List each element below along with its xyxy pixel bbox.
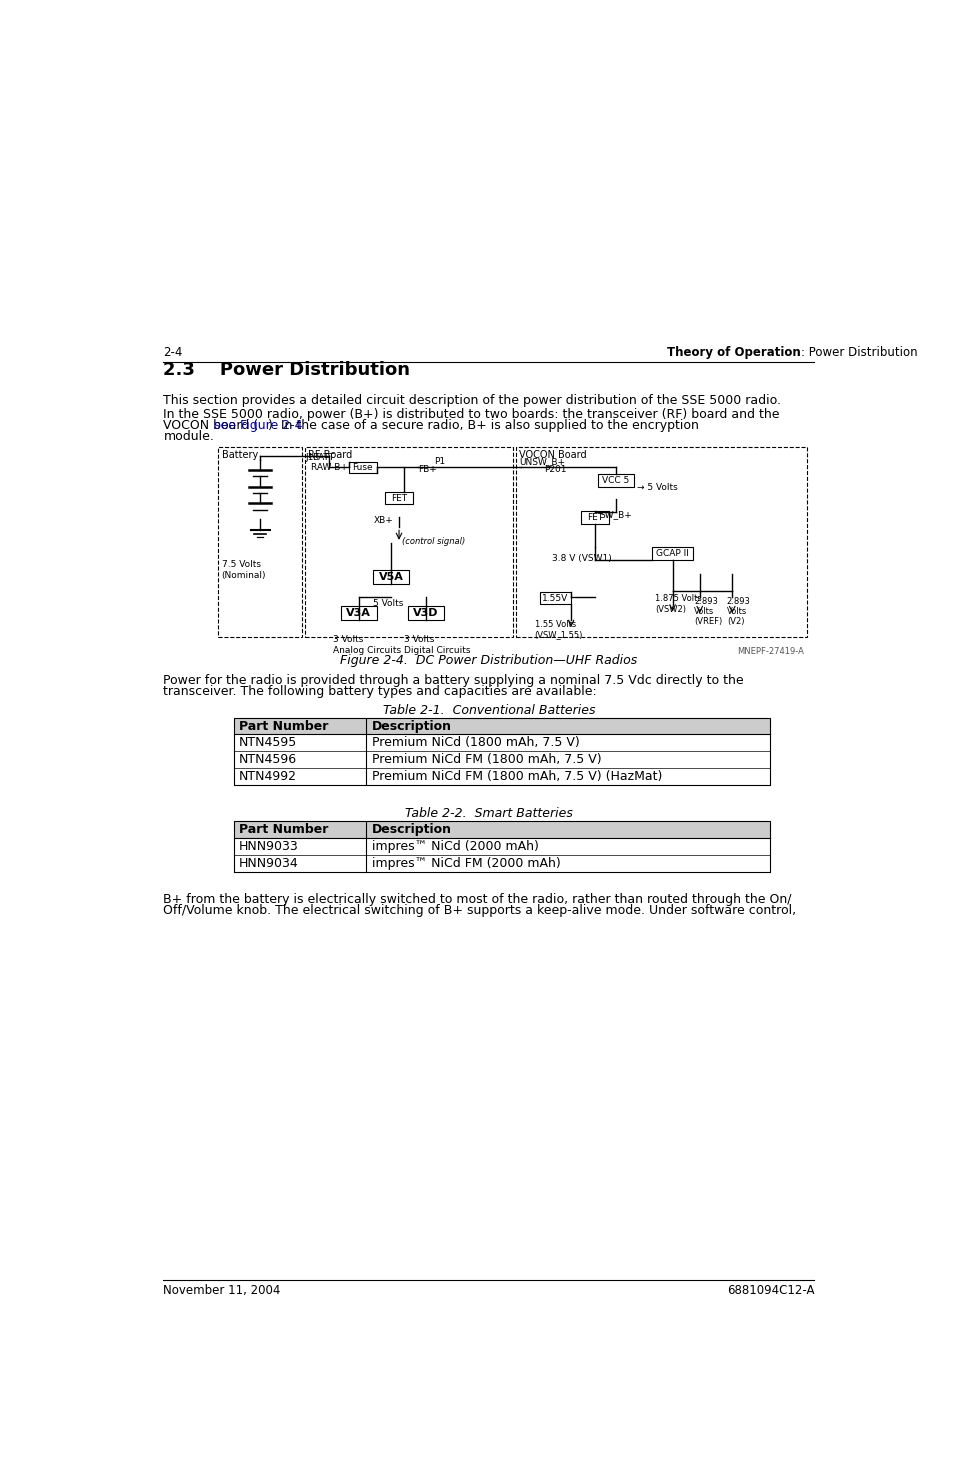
Text: Premium NiCd (1800 mAh, 7.5 V): Premium NiCd (1800 mAh, 7.5 V)	[372, 736, 579, 749]
Text: 1.55V: 1.55V	[542, 594, 568, 603]
Text: Fuse: Fuse	[352, 463, 373, 472]
Text: NTN4595: NTN4595	[238, 736, 296, 749]
Text: Power for the radio is provided through a battery supplying a nominal 7.5 Vdc di: Power for the radio is provided through …	[163, 674, 743, 687]
Bar	[580, 512, 608, 524]
Bar	[348, 462, 376, 472]
Text: HNN9033: HNN9033	[238, 839, 298, 853]
Text: SW_B+: SW_B+	[599, 510, 632, 519]
Text: Part Number: Part Number	[238, 720, 328, 733]
Bar	[385, 493, 413, 504]
Text: BATT: BATT	[312, 453, 334, 462]
Text: Table 2-1.  Conventional Batteries: Table 2-1. Conventional Batteries	[382, 704, 595, 717]
Text: transceiver. The following battery types and capacities are available:: transceiver. The following battery types…	[163, 686, 597, 698]
Text: → 5 Volts: → 5 Volts	[637, 484, 677, 493]
Text: FB+: FB+	[418, 465, 436, 473]
Text: Table 2-2.  Smart Batteries: Table 2-2. Smart Batteries	[405, 807, 572, 820]
Bar	[233, 717, 769, 735]
Text: Battery: Battery	[221, 450, 257, 460]
Text: V3A: V3A	[346, 608, 371, 618]
Text: 2.3    Power Distribution: 2.3 Power Distribution	[163, 361, 410, 379]
Text: 1.55 Volts
(VSW_1.55): 1.55 Volts (VSW_1.55)	[534, 620, 582, 639]
Bar	[340, 606, 376, 619]
Text: Description: Description	[372, 720, 452, 733]
Bar	[516, 447, 806, 637]
Text: VOCON Board: VOCON Board	[518, 450, 586, 460]
Text: B+ from the battery is electrically switched to most of the radio, rather than r: B+ from the battery is electrically swit…	[163, 892, 791, 906]
Text: RF Board: RF Board	[308, 450, 353, 460]
Text: November 11, 2004: November 11, 2004	[163, 1285, 280, 1297]
Text: (control signal): (control signal)	[402, 537, 465, 546]
Text: P1: P1	[434, 457, 444, 466]
Text: NTN4992: NTN4992	[238, 770, 296, 783]
Text: 7.5 Volts
(Nominal): 7.5 Volts (Nominal)	[221, 560, 266, 580]
Text: 6881094C12-A: 6881094C12-A	[726, 1285, 814, 1297]
Bar	[539, 591, 571, 605]
Text: Part Number: Part Number	[238, 823, 328, 836]
Text: HNN9034: HNN9034	[238, 857, 298, 870]
Text: ). In the case of a secure radio, B+ is also supplied to the encryption: ). In the case of a secure radio, B+ is …	[268, 419, 699, 432]
Bar	[652, 547, 692, 560]
Text: 2-4: 2-4	[163, 345, 183, 358]
Text: VCC 5: VCC 5	[601, 476, 629, 485]
Bar	[598, 475, 633, 487]
Bar	[233, 820, 769, 872]
Text: VOCON board (: VOCON board (	[163, 419, 258, 432]
Text: V3D: V3D	[413, 608, 438, 618]
Text: 1.875 Volts
(VSW2): 1.875 Volts (VSW2)	[654, 594, 700, 614]
Bar	[233, 820, 769, 838]
Bar	[218, 447, 302, 637]
Text: : Power Distribution: : Power Distribution	[801, 345, 917, 358]
Text: Premium NiCd FM (1800 mAh, 7.5 V): Premium NiCd FM (1800 mAh, 7.5 V)	[372, 754, 601, 767]
Text: V5A: V5A	[378, 572, 403, 581]
Text: Off/Volume knob. The electrical switching of B+ supports a keep-alive mode. Unde: Off/Volume knob. The electrical switchin…	[163, 904, 796, 917]
Text: In the SSE 5000 radio, power (B+) is distributed to two boards: the transceiver : In the SSE 5000 radio, power (B+) is dis…	[163, 409, 780, 420]
Text: Premium NiCd FM (1800 mAh, 7.5 V) (HazMat): Premium NiCd FM (1800 mAh, 7.5 V) (HazMa…	[372, 770, 661, 783]
Text: 5 Volts: 5 Volts	[373, 599, 403, 608]
Text: NTN4596: NTN4596	[238, 754, 296, 767]
Text: impres™ NiCd (2000 mAh): impres™ NiCd (2000 mAh)	[372, 839, 538, 853]
Text: 3 Volts
Digital Circuits: 3 Volts Digital Circuits	[404, 636, 471, 655]
Text: FET: FET	[391, 494, 407, 503]
Bar	[373, 569, 409, 584]
Bar	[408, 606, 443, 619]
Text: XB+: XB+	[373, 516, 393, 525]
Text: module.: module.	[163, 429, 214, 442]
Bar	[233, 717, 769, 785]
Text: Description: Description	[372, 823, 452, 836]
Text: RAW B+: RAW B+	[311, 463, 348, 472]
Text: impres™ NiCd FM (2000 mAh): impres™ NiCd FM (2000 mAh)	[372, 857, 560, 870]
Text: This section provides a detailed circuit description of the power distribution o: This section provides a detailed circuit…	[163, 394, 781, 407]
Text: 2.893
Volts
(V2): 2.893 Volts (V2)	[726, 597, 750, 627]
Text: J1: J1	[305, 453, 314, 462]
Text: 3 Volts
Analog Circuits: 3 Volts Analog Circuits	[333, 636, 401, 655]
Text: UNSW_B+: UNSW_B+	[518, 457, 564, 466]
Text: Figure 2-4.  DC Power Distribution—UHF Radios: Figure 2-4. DC Power Distribution—UHF Ra…	[340, 655, 637, 667]
Text: P201: P201	[543, 465, 566, 473]
Text: FET: FET	[586, 513, 602, 522]
Text: MNEPF-27419-A: MNEPF-27419-A	[736, 646, 802, 656]
Text: GCAP II: GCAP II	[656, 549, 688, 558]
Text: Theory of Operation: Theory of Operation	[667, 345, 801, 358]
Text: 3.8 V (VSW1): 3.8 V (VSW1)	[551, 555, 611, 563]
Bar	[305, 447, 513, 637]
Text: see Figure 2-4: see Figure 2-4	[213, 419, 302, 432]
Text: 2.893
Volts
(VREF): 2.893 Volts (VREF)	[694, 597, 721, 627]
